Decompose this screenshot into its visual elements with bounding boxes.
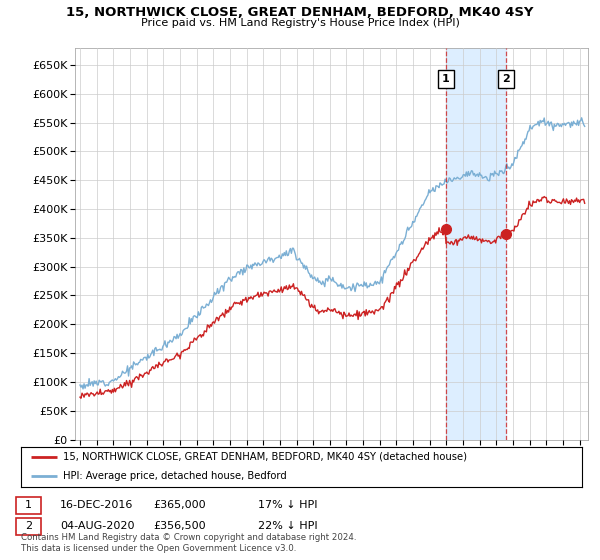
Text: 15, NORTHWICK CLOSE, GREAT DENHAM, BEDFORD, MK40 4SY (detached house): 15, NORTHWICK CLOSE, GREAT DENHAM, BEDFO… (63, 452, 467, 462)
Text: £365,000: £365,000 (153, 500, 206, 510)
Text: £356,500: £356,500 (153, 521, 206, 531)
Text: Contains HM Land Registry data © Crown copyright and database right 2024.
This d: Contains HM Land Registry data © Crown c… (21, 533, 356, 553)
Bar (446, 48, 506, 440)
Text: 1: 1 (442, 74, 449, 84)
Text: 15, NORTHWICK CLOSE, GREAT DENHAM, BEDFORD, MK40 4SY: 15, NORTHWICK CLOSE, GREAT DENHAM, BEDFO… (66, 6, 534, 18)
Text: Price paid vs. HM Land Registry's House Price Index (HPI): Price paid vs. HM Land Registry's House … (140, 18, 460, 28)
Text: 2: 2 (502, 74, 510, 84)
Text: 1: 1 (25, 500, 32, 510)
Text: 22% ↓ HPI: 22% ↓ HPI (258, 521, 317, 531)
Text: 04-AUG-2020: 04-AUG-2020 (60, 521, 134, 531)
Text: 2: 2 (25, 521, 32, 531)
Text: HPI: Average price, detached house, Bedford: HPI: Average price, detached house, Bedf… (63, 471, 287, 481)
Text: 16-DEC-2016: 16-DEC-2016 (60, 500, 133, 510)
Text: 17% ↓ HPI: 17% ↓ HPI (258, 500, 317, 510)
